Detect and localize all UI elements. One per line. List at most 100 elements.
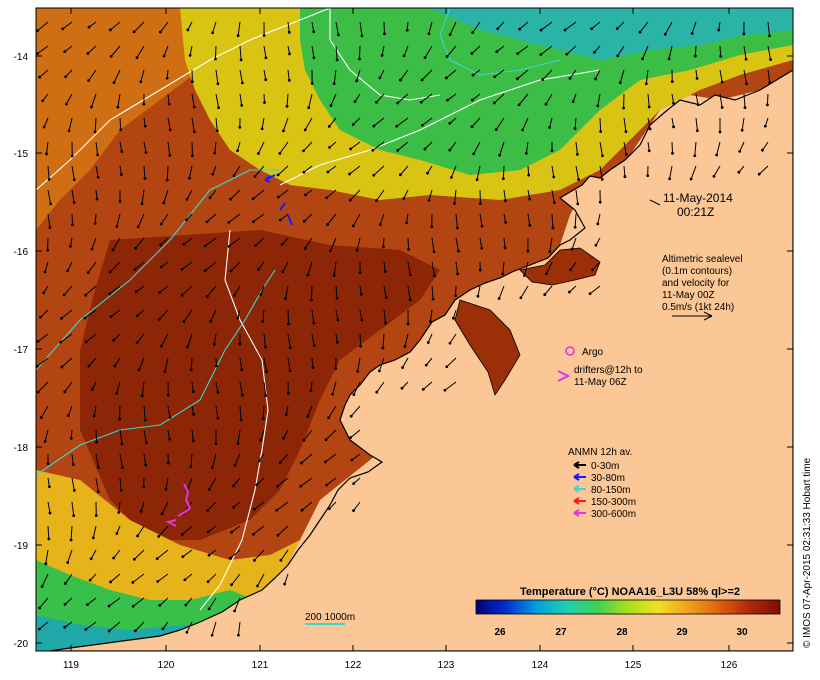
velocity-arrow-head bbox=[182, 242, 186, 246]
velocity-arrow bbox=[280, 549, 289, 561]
velocity-arrow-head bbox=[214, 442, 218, 446]
velocity-arrow-head bbox=[264, 394, 268, 398]
velocity-arrow bbox=[161, 501, 169, 514]
velocity-arrow bbox=[283, 429, 289, 439]
velocity-arrow bbox=[132, 597, 145, 607]
velocity-arrow bbox=[119, 141, 123, 152]
velocity-arrow bbox=[135, 621, 145, 632]
velocity-arrow-head bbox=[261, 417, 265, 421]
velocity-arrow bbox=[407, 285, 411, 300]
velocity-arrow-head bbox=[355, 79, 359, 83]
velocity-arrow bbox=[40, 405, 49, 418]
velocity-arrow bbox=[327, 213, 337, 225]
velocity-arrow-head bbox=[227, 220, 231, 224]
velocity-arrow bbox=[206, 285, 217, 297]
velocity-arrow bbox=[476, 165, 481, 180]
velocity-arrow-head bbox=[563, 28, 567, 32]
velocity-arrow-head bbox=[203, 244, 207, 248]
velocity-arrow bbox=[420, 93, 433, 103]
velocity-arrow-head bbox=[596, 222, 600, 226]
velocity-arrow bbox=[261, 117, 265, 129]
velocity-arrow-head bbox=[545, 272, 548, 276]
velocity-arrow-head bbox=[327, 416, 331, 420]
velocity-arrow-head bbox=[72, 201, 76, 204]
velocity-arrow bbox=[421, 69, 433, 81]
velocity-arrow bbox=[137, 525, 145, 537]
velocity-arrow bbox=[743, 93, 746, 108]
velocity-arrow bbox=[495, 117, 505, 130]
velocity-arrow bbox=[431, 237, 435, 252]
velocity-arrow-head bbox=[351, 224, 355, 228]
colorbar-tick-label: 30 bbox=[736, 627, 748, 638]
velocity-arrow-head bbox=[165, 76, 169, 80]
velocity-arrow bbox=[61, 357, 73, 368]
anmn-arrow-head-icon bbox=[573, 461, 580, 469]
velocity-arrow-head bbox=[402, 54, 406, 58]
velocity-arrow bbox=[472, 21, 481, 33]
velocity-arrow-head bbox=[623, 175, 627, 178]
velocity-arrow bbox=[191, 429, 194, 441]
velocity-arrow bbox=[311, 21, 315, 32]
altimetry-line-2: (0.1m contours) bbox=[662, 266, 732, 277]
velocity-arrow-head bbox=[594, 77, 597, 81]
velocity-arrow bbox=[449, 21, 457, 35]
velocity-arrow-head bbox=[159, 344, 163, 348]
velocity-arrow-head bbox=[135, 341, 139, 345]
drifters-line-1: drifters@12h to bbox=[574, 365, 643, 376]
velocity-arrow-head bbox=[300, 508, 304, 512]
velocity-arrow bbox=[263, 69, 267, 80]
velocity-arrow bbox=[303, 429, 313, 441]
velocity-arrow-head bbox=[47, 177, 51, 181]
drifter-legend-icon bbox=[557, 370, 571, 382]
velocity-arrow bbox=[204, 237, 217, 247]
velocity-arrow bbox=[695, 93, 699, 105]
velocity-arrow-head bbox=[140, 202, 144, 205]
velocity-arrow-head bbox=[593, 50, 596, 54]
velocity-arrow bbox=[167, 93, 170, 105]
velocity-arrow bbox=[237, 429, 241, 444]
velocity-arrow-head bbox=[427, 198, 431, 202]
velocity-arrow-head bbox=[761, 148, 764, 152]
velocity-arrow bbox=[766, 93, 769, 105]
velocity-arrow-head bbox=[570, 247, 574, 251]
velocity-arrow-head bbox=[140, 394, 144, 398]
velocity-arrow-head bbox=[155, 557, 159, 561]
velocity-arrow bbox=[311, 309, 315, 324]
velocity-arrow bbox=[544, 285, 553, 295]
velocity-arrow-head bbox=[212, 342, 216, 346]
velocity-arrow bbox=[719, 93, 723, 108]
velocity-arrow-head bbox=[503, 246, 507, 250]
velocity-arrow bbox=[160, 333, 169, 347]
velocity-arrow-head bbox=[183, 578, 187, 582]
velocity-arrow-head bbox=[493, 101, 496, 105]
velocity-arrow bbox=[639, 21, 649, 33]
velocity-arrow-head bbox=[217, 106, 220, 110]
velocity-arrow bbox=[619, 69, 625, 83]
velocity-arrow bbox=[212, 165, 217, 175]
velocity-arrow bbox=[564, 21, 577, 31]
velocity-arrow bbox=[228, 237, 241, 247]
velocity-arrow bbox=[496, 45, 505, 53]
velocity-arrow bbox=[300, 477, 313, 487]
velocity-arrow-head bbox=[349, 436, 353, 439]
velocity-arrow-head bbox=[478, 268, 482, 272]
velocity-arrow-head bbox=[310, 298, 313, 302]
ocean-teal-south bbox=[36, 615, 200, 651]
velocity-arrow-head bbox=[66, 561, 70, 564]
velocity-arrow bbox=[208, 549, 217, 556]
velocity-arrow-head bbox=[165, 178, 169, 182]
velocity-arrow-head bbox=[86, 271, 90, 275]
velocity-arrow bbox=[520, 285, 529, 299]
velocity-arrow bbox=[282, 117, 289, 132]
velocity-arrow-head bbox=[352, 509, 355, 513]
velocity-arrow bbox=[311, 357, 314, 368]
velocity-arrow-head bbox=[396, 101, 400, 105]
velocity-arrow bbox=[95, 165, 99, 178]
velocity-arrow bbox=[181, 525, 193, 536]
velocity-arrow-head bbox=[696, 129, 699, 133]
velocity-arrow bbox=[47, 189, 52, 204]
velocity-arrow-head bbox=[72, 514, 76, 518]
velocity-arrow-head bbox=[359, 344, 363, 348]
velocity-arrow-head bbox=[356, 369, 360, 373]
velocity-arrow bbox=[566, 45, 577, 55]
